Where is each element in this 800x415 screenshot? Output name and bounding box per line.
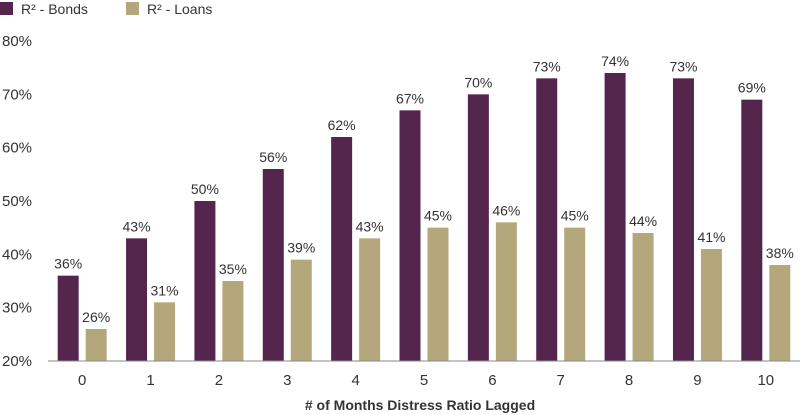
y-tick-label: 50% — [2, 193, 32, 210]
data-label: 67% — [396, 90, 424, 106]
data-label: 43% — [123, 218, 151, 234]
bar — [359, 238, 381, 361]
data-label: 45% — [561, 208, 589, 224]
x-tick-label: 8 — [625, 372, 633, 389]
bar — [126, 238, 148, 361]
bar — [399, 110, 421, 361]
x-tick-label: 2 — [215, 372, 223, 389]
bar — [290, 259, 312, 361]
x-tick-label: 7 — [557, 372, 565, 389]
data-label: 43% — [356, 218, 384, 234]
x-tick-label: 4 — [351, 372, 359, 389]
data-label: 73% — [533, 58, 561, 74]
data-label: 50% — [191, 181, 219, 197]
legend-swatch-loans — [126, 2, 139, 15]
y-tick-label: 20% — [2, 353, 32, 370]
data-label: 56% — [259, 149, 287, 165]
data-label: 74% — [601, 53, 629, 69]
data-label: 44% — [629, 213, 657, 229]
data-label: 36% — [54, 256, 82, 272]
bar — [672, 78, 694, 361]
x-tick-label: 5 — [420, 372, 428, 389]
data-label: 41% — [697, 229, 725, 245]
bar — [536, 78, 558, 361]
bar — [262, 169, 284, 361]
legend-label-bonds: R² - Bonds — [21, 1, 88, 17]
bar — [741, 99, 763, 362]
x-tick-label: 3 — [283, 372, 291, 389]
bar — [222, 281, 244, 361]
bar — [57, 275, 79, 361]
data-label: 31% — [151, 282, 179, 298]
bar — [769, 265, 791, 361]
y-tick-label: 40% — [2, 246, 32, 263]
bar — [427, 227, 449, 361]
bars: 36% 26% 43% 31% 50% 35% 56% 39% 62% 43% 67% 45% 70% 4… — [54, 53, 794, 362]
data-label: 35% — [219, 261, 247, 277]
x-tick-label: 10 — [757, 372, 774, 389]
y-tick-label: 30% — [2, 300, 32, 317]
x-tick-label: 9 — [693, 372, 701, 389]
x-tick-label: 1 — [146, 372, 154, 389]
data-label: 62% — [328, 117, 356, 133]
data-label: 26% — [82, 309, 110, 325]
bar — [632, 233, 654, 361]
y-tick-label: 60% — [2, 140, 32, 157]
bar — [154, 302, 176, 361]
x-axis-title: # of Months Distress Ratio Lagged — [305, 397, 535, 413]
y-tick-label: 80% — [2, 33, 32, 50]
data-label: 39% — [287, 240, 315, 256]
legend: R² - Bonds R² - Loans — [0, 1, 212, 17]
y-tick-label: 70% — [2, 86, 32, 103]
y-axis: 20% 30% 40% 50% 60% 70% 80% — [2, 33, 32, 370]
x-axis: 0 1 2 3 4 5 6 7 8 9 10 — [48, 360, 800, 389]
x-tick-label: 0 — [78, 372, 86, 389]
data-label: 70% — [464, 74, 492, 90]
legend-swatch-bonds — [0, 2, 13, 15]
bar — [331, 137, 353, 361]
data-label: 46% — [492, 202, 520, 218]
data-label: 45% — [424, 208, 452, 224]
bar — [564, 227, 586, 361]
bar — [604, 73, 626, 361]
x-tick-label: 6 — [488, 372, 496, 389]
data-label: 73% — [669, 58, 697, 74]
bar — [85, 329, 107, 361]
bar — [194, 201, 216, 361]
data-label: 69% — [738, 80, 766, 96]
bar — [467, 94, 489, 361]
data-label: 38% — [766, 245, 794, 261]
bar — [700, 249, 722, 361]
legend-label-loans: R² - Loans — [147, 1, 212, 17]
bar — [495, 222, 517, 361]
